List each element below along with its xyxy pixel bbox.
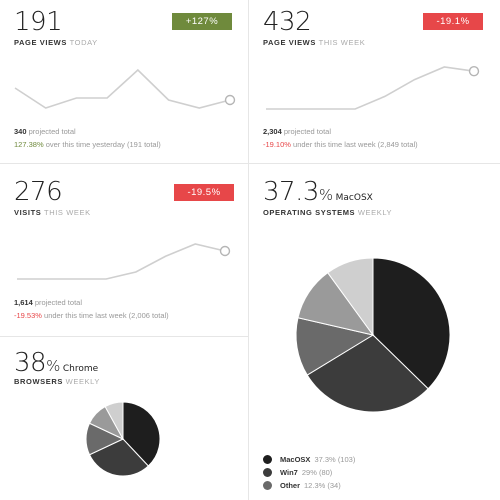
change-badge: +127% <box>172 13 232 30</box>
change-badge: -19.5% <box>174 184 234 201</box>
metric-label: VISITS THIS WEEK <box>14 208 91 217</box>
sparkline-endpoint[interactable] <box>468 65 480 77</box>
grid-divider <box>0 336 248 337</box>
projected-label: projected total <box>28 127 76 136</box>
change-badge: -19.1% <box>423 13 483 30</box>
legend-label: MacOSX <box>280 455 311 464</box>
pie-slice[interactable] <box>295 317 375 376</box>
comparison-detail: under this time last week (2,006 total) <box>44 311 169 320</box>
metric-top-item: MacOSX <box>335 193 373 203</box>
legend-label: Win7 <box>280 468 298 477</box>
metric-value: 191 <box>14 7 63 37</box>
legend-count: (34) <box>327 481 341 490</box>
sparkline-endpoint[interactable] <box>219 245 231 257</box>
pageviews-today-card[interactable]: 191 PAGE VIEWS TODAY +127% 340 projected… <box>0 0 248 163</box>
metric-value-row: 38% Chrome <box>14 349 98 383</box>
browsers-pie-chart <box>85 401 161 477</box>
comparison-detail: under this time last week (2,849 total) <box>293 140 418 149</box>
metric-label: PAGE VIEWS THIS WEEK <box>263 38 365 47</box>
projection-text: 340 projected total <box>14 125 76 138</box>
metric-value: 276 <box>14 177 63 207</box>
metric-label-text: BROWSERS <box>14 377 63 386</box>
legend-pct: 12.3% <box>304 481 326 490</box>
legend-count: (80) <box>318 468 333 477</box>
legend-swatch <box>263 468 272 477</box>
projected-label: projected total <box>283 127 331 136</box>
metric-top-item: Chrome <box>62 364 99 374</box>
comparison-detail: over this time yesterday (191 total) <box>45 140 161 149</box>
sparkline-chart <box>17 243 231 280</box>
metric-label-period: WEEKLY <box>65 377 100 386</box>
metric-value: 38 <box>14 348 47 378</box>
legend-item: MacOSX 37.3% (103) <box>263 453 355 466</box>
projected-label: projected total <box>34 298 82 307</box>
os-card[interactable]: 37.3% MacOSX OPERATING SYSTEMS WEEKLY Mac… <box>249 164 500 500</box>
metric-value-row: 37.3% MacOSX <box>263 178 373 212</box>
os-legend: MacOSX 37.3% (103) Win7 29% (80) Other 1… <box>263 453 355 492</box>
pie-slice[interactable] <box>372 257 451 390</box>
grid-divider <box>0 163 248 164</box>
comparison-text: -19.53% under this time last week (2,006… <box>14 309 169 322</box>
metric-label-period: WEEKLY <box>357 208 393 217</box>
metric-label: OPERATING SYSTEMS WEEKLY <box>263 208 392 217</box>
projection-text: 1,614 projected total <box>14 296 82 309</box>
legend-swatch <box>263 481 272 490</box>
legend-count: (103) <box>337 455 356 464</box>
legend-item: Win7 29% (80) <box>263 466 355 479</box>
legend-pct: 29% <box>301 468 317 477</box>
sparkline-chart <box>14 68 236 109</box>
comparison-pct: 127.38% <box>14 140 44 149</box>
metric-label-text: VISITS <box>14 208 42 217</box>
legend-label: Other <box>280 481 301 490</box>
metric-label-text: PAGE VIEWS <box>14 38 67 47</box>
pie-slice[interactable] <box>104 401 124 440</box>
legend-swatch <box>263 455 272 464</box>
metric-label: PAGE VIEWS TODAY <box>14 38 98 47</box>
pie-slice[interactable] <box>327 257 374 337</box>
comparison-text: -19.10% under this time last week (2,849… <box>263 138 418 151</box>
sparkline-line <box>17 243 226 280</box>
projected-value: 2,304 <box>263 127 282 136</box>
sparkline-endpoint[interactable] <box>224 94 236 106</box>
metric-label-period: TODAY <box>69 38 98 47</box>
pie-slice[interactable] <box>122 401 161 467</box>
metric-value: 37.3 <box>263 177 319 207</box>
metric-unit: % <box>46 357 60 375</box>
projected-value: 1,614 <box>14 298 33 307</box>
legend-item: Other 12.3% (34) <box>263 479 355 492</box>
metric-unit: % <box>318 186 333 204</box>
sparkline-chart <box>266 65 480 110</box>
comparison-pct: -19.53% <box>14 311 42 320</box>
visits-week-card[interactable]: 276 VISITS THIS WEEK -19.5% 1,614 projec… <box>0 164 248 336</box>
comparison-text: 127.38% over this time yesterday (191 to… <box>14 138 161 151</box>
pie-slice[interactable] <box>306 334 429 413</box>
metric-label: BROWSERS WEEKLY <box>14 377 100 386</box>
legend-pct: 37.3% <box>314 455 336 464</box>
sparkline-line <box>266 66 475 110</box>
grid-divider <box>249 163 500 164</box>
metric-value: 432 <box>263 7 312 37</box>
metric-label-text: OPERATING SYSTEMS <box>263 208 356 217</box>
grid-divider <box>248 0 249 500</box>
sparkline-line <box>14 68 231 109</box>
metric-label-period: THIS WEEK <box>44 208 91 217</box>
browsers-card[interactable]: 38% Chrome BROWSERS WEEKLY <box>0 337 248 500</box>
os-pie-chart <box>295 257 451 413</box>
projection-text: 2,304 projected total <box>263 125 331 138</box>
comparison-pct: -19.10% <box>263 140 291 149</box>
pageviews-week-card[interactable]: 432 PAGE VIEWS THIS WEEK -19.1% 2,304 pr… <box>249 0 500 163</box>
metric-label-text: PAGE VIEWS <box>263 38 316 47</box>
projected-value: 340 <box>14 127 27 136</box>
metric-label-period: THIS WEEK <box>318 38 366 47</box>
